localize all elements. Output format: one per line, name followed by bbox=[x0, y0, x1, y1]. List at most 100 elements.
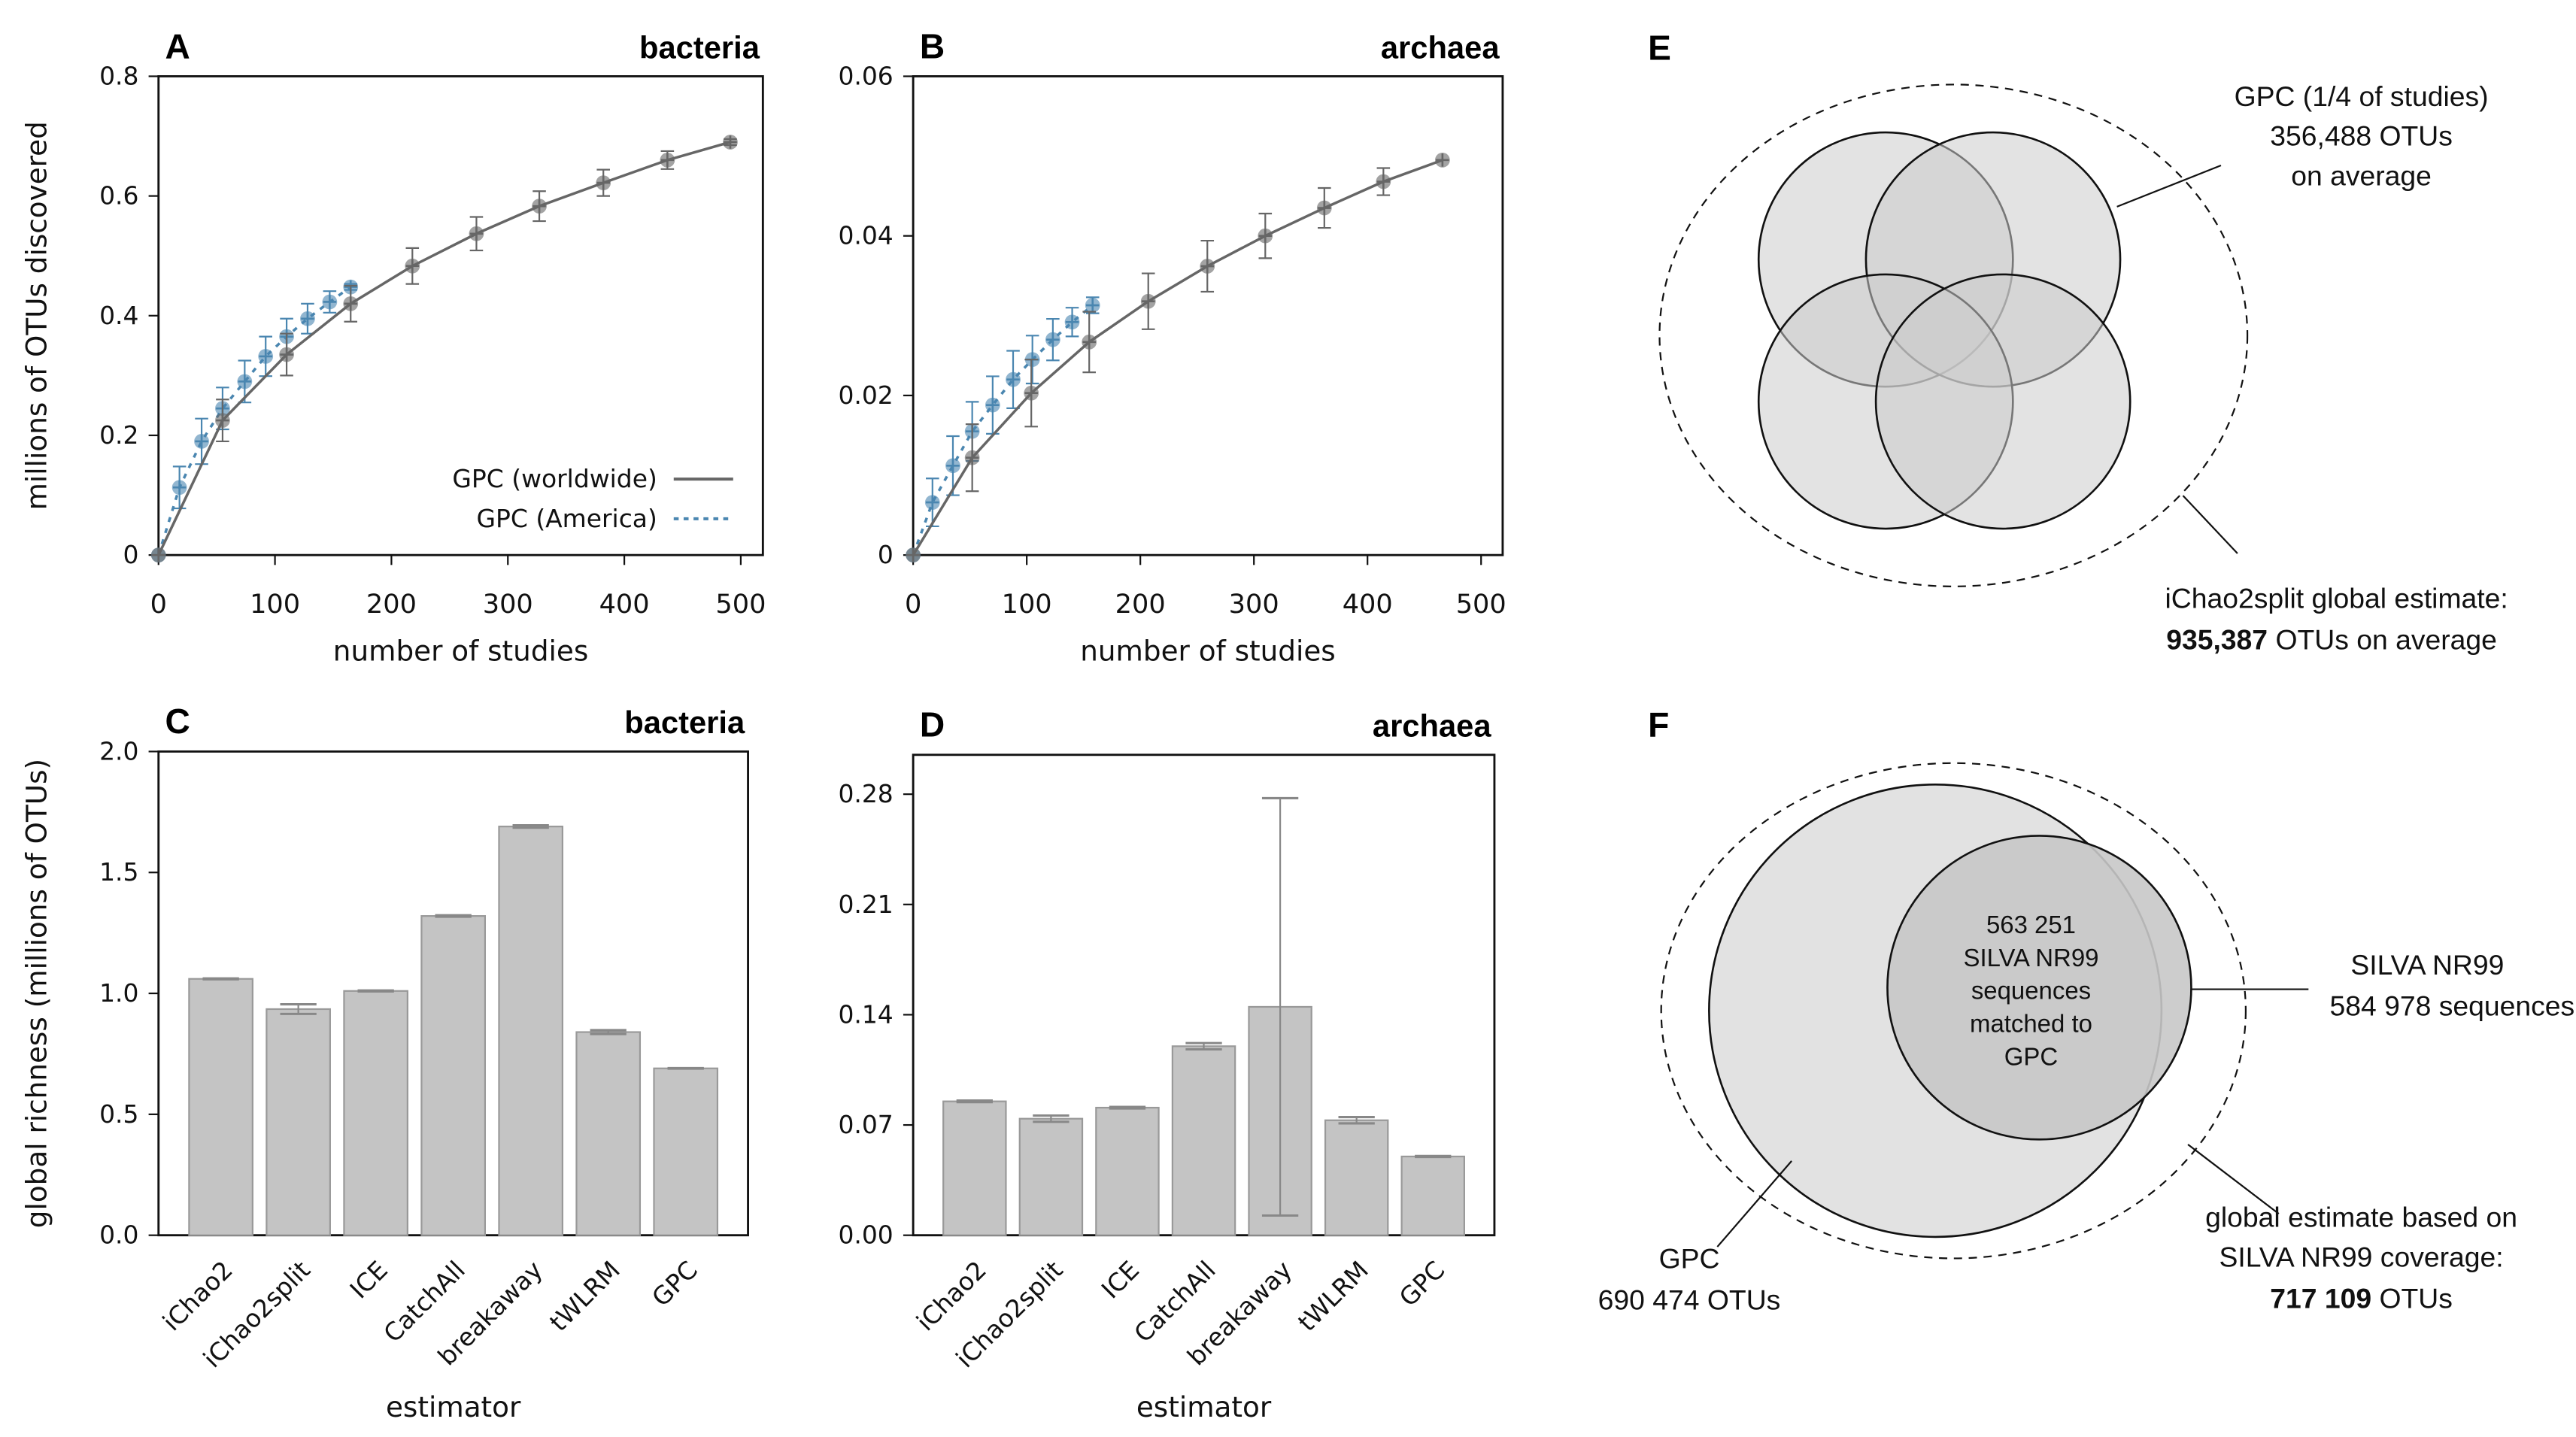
data-point-marker bbox=[1046, 332, 1060, 347]
legend-label: GPC (America) bbox=[477, 504, 657, 533]
panel-letter-f: F bbox=[1648, 705, 1669, 744]
data-point-marker bbox=[1065, 315, 1079, 329]
data-point-marker bbox=[216, 414, 229, 427]
x-tick-label: tWLRM bbox=[1292, 1255, 1374, 1337]
series-line bbox=[157, 286, 352, 556]
bar bbox=[1095, 1106, 1160, 1236]
x-axis-label: estimator bbox=[386, 1390, 521, 1423]
data-point-marker bbox=[660, 153, 675, 167]
y-tick-label: 0.2 bbox=[99, 420, 138, 450]
silva-label: SILVA NR99 bbox=[2350, 949, 2504, 981]
overlap-label: GPC bbox=[2004, 1043, 2058, 1071]
global-estimate-ellipse bbox=[1660, 762, 2247, 1260]
y-tick-label: 0.0 bbox=[99, 1220, 138, 1250]
bar bbox=[942, 1100, 1007, 1236]
overlap-label: matched to bbox=[1970, 1010, 2092, 1038]
y-tick-label: 0.5 bbox=[99, 1099, 138, 1129]
estimate-value: 935,387 OTUs on average bbox=[2166, 623, 2497, 655]
x-axis-label: number of studies bbox=[1080, 635, 1335, 668]
estimate-label: global estimate based on bbox=[2205, 1202, 2517, 1233]
x-axis-label: number of studies bbox=[333, 635, 588, 668]
x-tick-label: GPC bbox=[646, 1255, 703, 1312]
x-tick-label: 100 bbox=[1002, 589, 1052, 620]
bar bbox=[265, 1008, 331, 1236]
x-tick-label: 500 bbox=[1456, 589, 1506, 620]
data-point-marker bbox=[1436, 153, 1449, 167]
overlap-label: SILVA NR99 bbox=[1964, 944, 2099, 972]
x-tick-label: 0 bbox=[150, 589, 167, 620]
y-tick-label: 1.0 bbox=[99, 978, 138, 1008]
data-point-marker bbox=[1082, 335, 1096, 349]
y-tick-label: 0.21 bbox=[838, 890, 893, 919]
x-tick-label: 100 bbox=[250, 589, 300, 620]
data-point-marker bbox=[965, 450, 979, 465]
panel-e-venn: E GPC (1/4 of studies) 356,488 OTUs on a… bbox=[1648, 28, 2508, 655]
gpc-label: 356,488 OTUs bbox=[2270, 120, 2453, 152]
data-point-marker bbox=[280, 347, 293, 362]
data-point-marker bbox=[172, 481, 187, 494]
data-point-marker bbox=[151, 548, 165, 562]
data-point-marker bbox=[532, 199, 546, 213]
bar bbox=[1018, 1117, 1084, 1236]
x-tick-label: ICE bbox=[344, 1255, 393, 1304]
estimate-value: 717 109 OTUs bbox=[2270, 1282, 2453, 1314]
x-tick-label: tWLRM bbox=[544, 1255, 626, 1337]
chart-title: archaea bbox=[1373, 708, 1491, 744]
plot-frame bbox=[912, 75, 1504, 556]
panel-letter: C bbox=[165, 702, 190, 741]
x-tick-label: 300 bbox=[483, 589, 533, 620]
y-tick-label: 2.0 bbox=[99, 736, 138, 765]
data-point-marker bbox=[986, 398, 1000, 412]
x-tick-label: 500 bbox=[715, 589, 766, 620]
estimate-label: SILVA NR99 coverage: bbox=[2219, 1241, 2503, 1272]
panel-letter: D bbox=[920, 705, 945, 744]
x-tick-label: 200 bbox=[366, 589, 417, 620]
data-point-marker bbox=[1200, 259, 1215, 273]
y-tick-label: 0.06 bbox=[838, 61, 893, 90]
x-tick-label: ICE bbox=[1096, 1255, 1145, 1304]
estimate-unit: OTUs on average bbox=[2268, 623, 2497, 655]
data-point-marker bbox=[926, 496, 939, 509]
estimate-number: 717 109 bbox=[2270, 1282, 2371, 1314]
x-tick-label: 400 bbox=[599, 589, 650, 620]
data-point-marker bbox=[323, 295, 337, 309]
y-tick-label: 0.07 bbox=[838, 1110, 893, 1139]
chart-title: bacteria bbox=[624, 705, 745, 740]
y-tick-label: 0.8 bbox=[99, 61, 138, 90]
y-axis-label: global richness (millions of OTUs) bbox=[20, 759, 53, 1228]
chart-title: archaea bbox=[1381, 29, 1500, 65]
data-point-marker bbox=[906, 548, 920, 562]
bar bbox=[575, 1031, 642, 1236]
leader-line bbox=[2116, 164, 2222, 208]
data-point-marker bbox=[1024, 386, 1038, 400]
silva-circle bbox=[1886, 835, 2192, 1141]
data-point-marker bbox=[1258, 229, 1273, 243]
y-tick-label: 0.02 bbox=[838, 380, 893, 410]
data-point-marker bbox=[469, 226, 484, 241]
panel-f-venn: F 563 251 SILVA NR99 sequences matched t… bbox=[1598, 705, 2575, 1316]
y-tick-label: 0.4 bbox=[99, 301, 138, 330]
overlap-label: 563 251 bbox=[1986, 911, 2076, 938]
bar bbox=[1400, 1155, 1465, 1236]
series-line bbox=[157, 141, 731, 556]
gpc-label: GPC (1/4 of studies) bbox=[2235, 80, 2489, 112]
data-point-marker bbox=[238, 374, 252, 389]
gpc-label: on average bbox=[2291, 159, 2432, 191]
series-line bbox=[912, 304, 1094, 556]
y-tick-label: 0 bbox=[123, 540, 138, 569]
bar bbox=[653, 1067, 719, 1236]
bar bbox=[1171, 1045, 1236, 1236]
gpc-label: GPC bbox=[1659, 1243, 1720, 1275]
bar bbox=[188, 978, 253, 1236]
y-tick-label: 0.28 bbox=[838, 779, 893, 808]
estimate-label: iChao2split global estimate: bbox=[2165, 582, 2508, 614]
chart-title: bacteria bbox=[639, 29, 760, 65]
silva-label: 584 978 sequences bbox=[2329, 990, 2574, 1022]
panel-letter: A bbox=[165, 26, 190, 65]
data-point-marker bbox=[1085, 299, 1100, 312]
y-tick-label: 0.00 bbox=[838, 1220, 893, 1250]
